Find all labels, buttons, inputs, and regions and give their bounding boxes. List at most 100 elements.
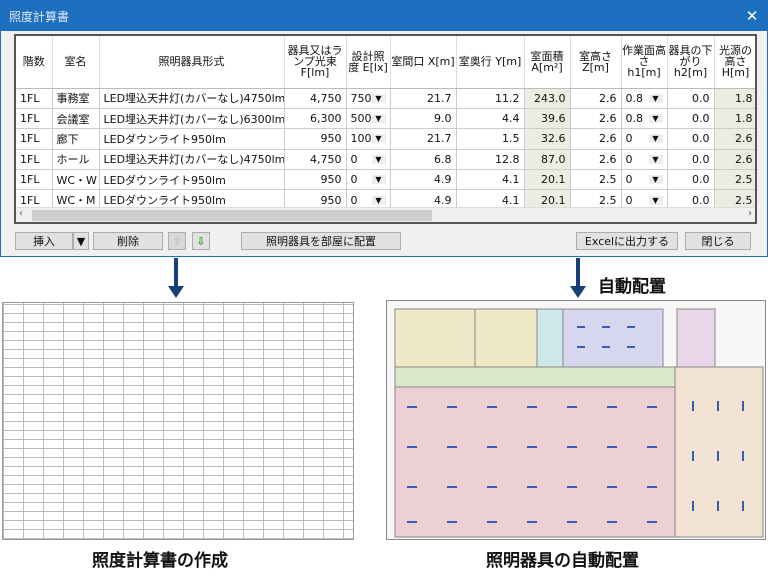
table-cell[interactable]: 950	[284, 169, 347, 191]
table-cell[interactable]: 1FL	[16, 128, 53, 150]
table-cell[interactable]: 0 ▼	[346, 149, 391, 171]
table-cell[interactable]: 2.6	[570, 149, 622, 171]
table-cell[interactable]: 11.2	[456, 88, 525, 109]
move-up-icon[interactable]: ⇧	[168, 232, 186, 250]
dropdown-arrow-icon[interactable]: ▼	[648, 195, 663, 205]
table-cell[interactable]: 6.8	[390, 149, 457, 171]
table-row[interactable]: 1FL 事務室 LED埋込天井灯(カバーなし)4750lm 4,750 750 ▼ 21.7…	[16, 88, 755, 109]
table-cell[interactable]: 6,300	[284, 108, 347, 130]
delete-button[interactable]: 削除	[93, 232, 163, 250]
table-cell[interactable]: 20.1	[524, 169, 571, 191]
column-header[interactable]: 照明器具形式	[99, 36, 285, 89]
table-cell[interactable]: 87.0	[524, 149, 571, 171]
table-cell[interactable]: 1FL	[16, 169, 53, 191]
table-cell[interactable]: 1.8	[714, 88, 755, 109]
column-header[interactable]: 室間口 X[m]	[390, 36, 457, 89]
table-cell[interactable]: 4.9	[390, 169, 457, 191]
table-cell[interactable]: 1.5	[456, 128, 525, 150]
table-row[interactable]: 1FL WC・W LEDダウンライト950lm 950 0 ▼ 4.9 4.1 20.1 2.5 0…	[16, 169, 755, 191]
column-header[interactable]: 器具の下がり h2[m]	[667, 36, 715, 89]
table-cell[interactable]: 0.0	[667, 108, 715, 130]
table-cell[interactable]: 0.0	[667, 149, 715, 171]
table-cell[interactable]: 1FL	[16, 88, 53, 109]
table-cell[interactable]: 243.0	[524, 88, 571, 109]
column-header[interactable]: 室面積 A[m²]	[524, 36, 571, 89]
table-cell[interactable]: 2.6	[714, 149, 755, 171]
column-header[interactable]: 室高さ Z[m]	[570, 36, 622, 89]
dropdown-arrow-icon[interactable]: ▼	[648, 134, 663, 144]
table-row[interactable]: 1FL 廊下 LEDダウンライト950lm 950 100 ▼ 21.7 1.5 32.6 2.6…	[16, 128, 755, 150]
dropdown-arrow-icon[interactable]: ▼	[371, 195, 386, 205]
column-header[interactable]: 光源の高さ H[m]	[714, 36, 755, 89]
table-cell[interactable]: 会議室	[52, 108, 100, 130]
dropdown-arrow-icon[interactable]: ▼	[648, 175, 663, 185]
table-cell[interactable]: 12.8	[456, 149, 525, 171]
dropdown-arrow-icon[interactable]: ▼	[371, 93, 386, 103]
column-header[interactable]: 階数	[16, 36, 53, 89]
table-cell[interactable]: 2.6	[714, 128, 755, 150]
table-cell[interactable]: 2.6	[570, 108, 622, 130]
table-cell[interactable]: 0.8 ▼	[621, 88, 668, 109]
table-cell[interactable]: 100 ▼	[346, 128, 391, 150]
table-cell[interactable]: 21.7	[390, 88, 457, 109]
table-cell[interactable]: 4.1	[456, 169, 525, 191]
table-cell[interactable]: LED埋込天井灯(カバーなし)6300lm...	[99, 108, 285, 130]
export-excel-button[interactable]: Excelに出力する	[576, 232, 678, 250]
table-row[interactable]: 1FL 会議室 LED埋込天井灯(カバーなし)6300lm... 6,300 500 ▼ 9…	[16, 108, 755, 130]
dropdown-arrow-icon[interactable]: ▼	[648, 93, 663, 103]
table-cell[interactable]: 4.1	[456, 189, 525, 211]
column-header[interactable]: 設計照度 E[lx]	[346, 36, 391, 89]
scroll-left-icon[interactable]: ‹	[19, 208, 23, 219]
insert-button[interactable]: 挿入	[15, 232, 73, 250]
table-cell[interactable]: 2.5	[714, 189, 755, 211]
table-cell[interactable]: 0 ▼	[346, 169, 391, 191]
scroll-thumb[interactable]	[32, 210, 432, 221]
scroll-right-icon[interactable]: ›	[748, 208, 752, 219]
column-header[interactable]: 器具又はランプ光束 F[lm]	[284, 36, 347, 89]
horizontal-scrollbar[interactable]: ‹ ›	[16, 207, 755, 222]
table-cell[interactable]: 2.5	[714, 169, 755, 191]
dropdown-arrow-icon[interactable]: ▼	[648, 114, 663, 124]
table-cell[interactable]: 21.7	[390, 128, 457, 150]
table-cell[interactable]: 9.0	[390, 108, 457, 130]
close-button[interactable]: 閉じる	[685, 232, 751, 250]
table-cell[interactable]: 1FL	[16, 108, 53, 130]
table-cell[interactable]: 0 ▼	[621, 169, 668, 191]
table-cell[interactable]: 0 ▼	[621, 149, 668, 171]
table-cell[interactable]: 1.8	[714, 108, 755, 130]
column-header[interactable]: 室奥行 Y[m]	[456, 36, 525, 89]
table-cell[interactable]: LEDダウンライト950lm	[99, 128, 285, 150]
dropdown-arrow-icon[interactable]: ▼	[371, 154, 386, 164]
dropdown-arrow-icon[interactable]: ▼	[371, 114, 386, 124]
table-cell[interactable]: 4,750	[284, 88, 347, 109]
table-cell[interactable]: LED埋込天井灯(カバーなし)4750lm	[99, 149, 285, 171]
table-cell[interactable]: 0.0	[667, 128, 715, 150]
table-cell[interactable]: 750 ▼	[346, 88, 391, 109]
table-cell[interactable]: 4.4	[456, 108, 525, 130]
table-cell[interactable]: 1FL	[16, 149, 53, 171]
table-row[interactable]: 1FL ホール LED埋込天井灯(カバーなし)4750lm 4,750 0 ▼ 6.8 12.…	[16, 149, 755, 171]
table-cell[interactable]: ホール	[52, 149, 100, 171]
table-cell[interactable]: 0.8 ▼	[621, 108, 668, 130]
table-cell[interactable]: LEDダウンライト950lm	[99, 169, 285, 191]
dropdown-arrow-icon[interactable]: ▼	[371, 175, 386, 185]
table-cell[interactable]: 500 ▼	[346, 108, 391, 130]
insert-dropdown-icon[interactable]: ▼	[73, 232, 89, 250]
dropdown-arrow-icon[interactable]: ▼	[371, 134, 386, 144]
table-cell[interactable]: 事務室	[52, 88, 100, 109]
close-icon[interactable]: ✕	[745, 7, 759, 25]
table-cell[interactable]: 廊下	[52, 128, 100, 150]
table-cell[interactable]: 20.1	[524, 189, 571, 211]
table-cell[interactable]: LED埋込天井灯(カバーなし)4750lm	[99, 88, 285, 109]
table-cell[interactable]: WC・W	[52, 169, 100, 191]
table-cell[interactable]: 39.6	[524, 108, 571, 130]
move-down-icon[interactable]: ⇩	[192, 232, 210, 250]
table-cell[interactable]: 2.5	[570, 169, 622, 191]
place-fixtures-button[interactable]: 照明器具を部屋に配置	[241, 232, 401, 250]
column-header[interactable]: 室名	[52, 36, 100, 89]
table-cell[interactable]: 0.0	[667, 169, 715, 191]
table-cell[interactable]: 2.6	[570, 88, 622, 109]
dropdown-arrow-icon[interactable]: ▼	[648, 154, 663, 164]
table-cell[interactable]: 950	[284, 128, 347, 150]
table-cell[interactable]: 0 ▼	[621, 128, 668, 150]
